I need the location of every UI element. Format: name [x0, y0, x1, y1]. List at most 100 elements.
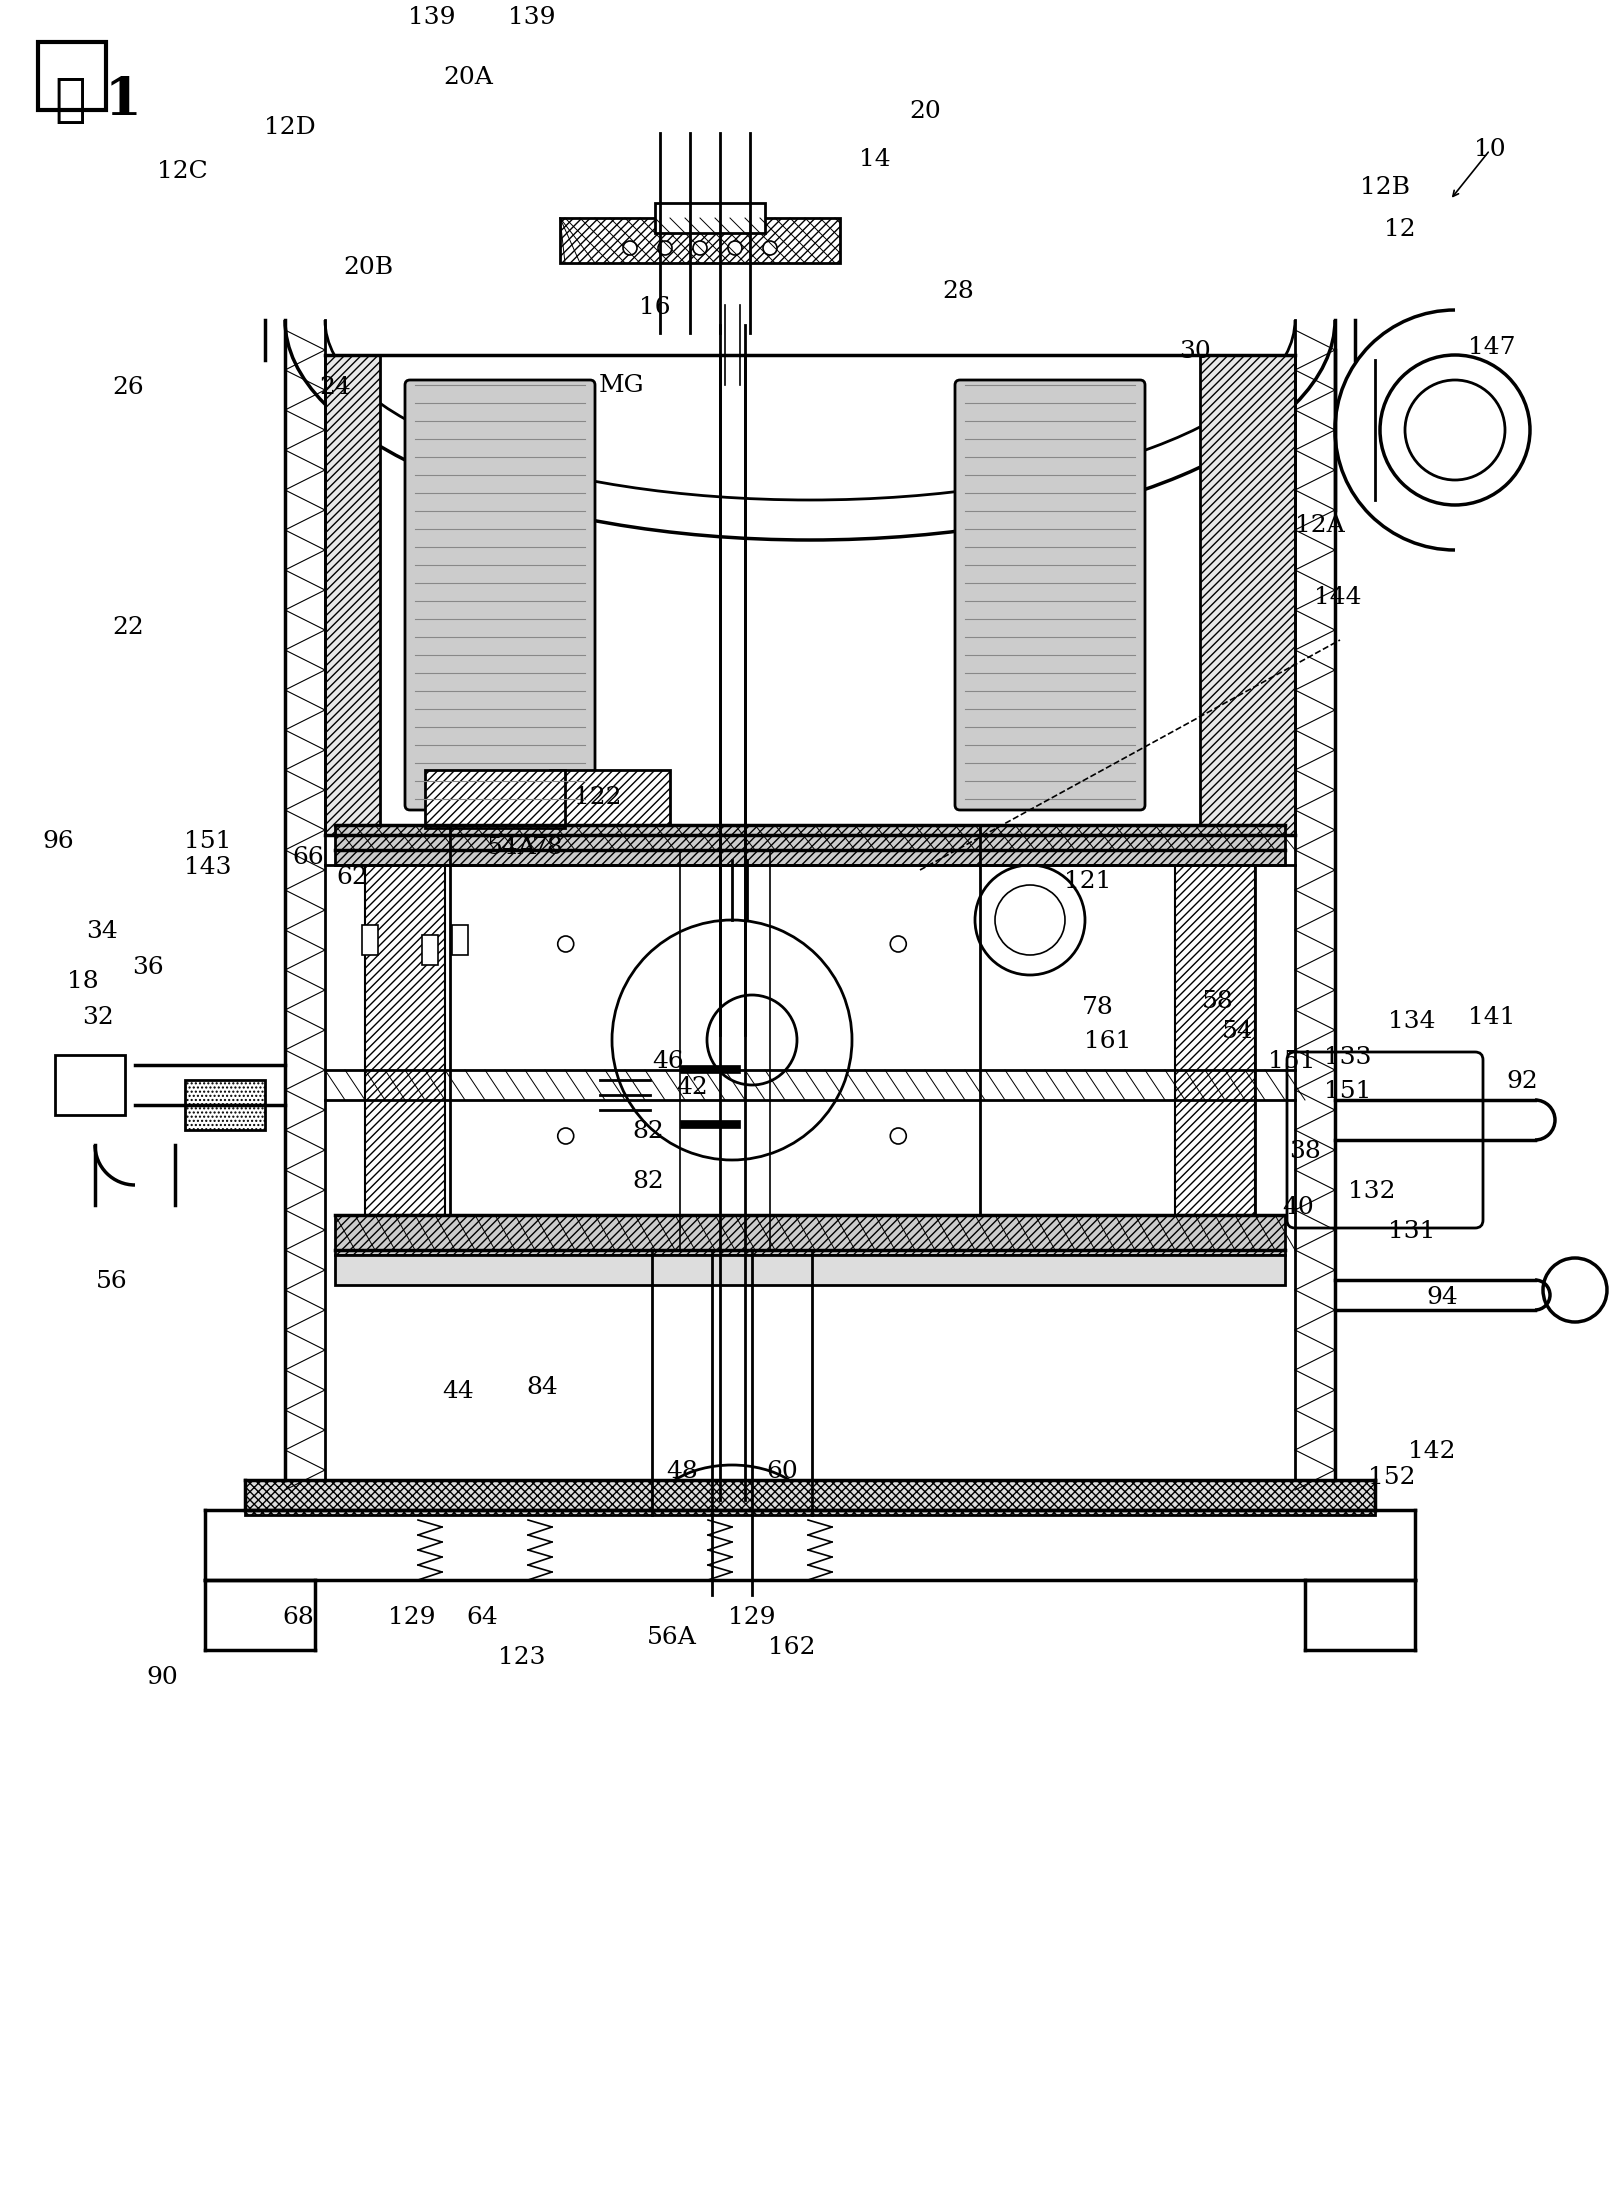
Text: 14: 14 — [859, 149, 891, 171]
Text: 84: 84 — [526, 1376, 557, 1400]
Text: 26: 26 — [111, 377, 144, 399]
Bar — [550, 770, 670, 825]
Bar — [679, 1119, 739, 1128]
Text: 54: 54 — [1222, 1020, 1252, 1044]
Text: 161: 161 — [1083, 1031, 1131, 1053]
Text: 64: 64 — [466, 1606, 497, 1630]
Text: 144: 144 — [1314, 586, 1361, 610]
Circle shape — [889, 1128, 905, 1143]
Bar — [452, 926, 468, 954]
Text: 30: 30 — [1178, 340, 1210, 364]
Circle shape — [723, 1224, 739, 1240]
Text: 54A: 54A — [487, 836, 536, 860]
Text: 90: 90 — [145, 1667, 178, 1689]
Text: 78: 78 — [1081, 996, 1114, 1020]
Text: 46: 46 — [652, 1051, 683, 1073]
Bar — [365, 864, 1254, 1215]
Text: 16: 16 — [639, 296, 670, 320]
Text: 129: 129 — [728, 1606, 775, 1630]
Text: 28: 28 — [941, 281, 973, 303]
Text: 62: 62 — [336, 867, 368, 889]
Bar — [1175, 864, 1254, 1215]
Text: 56A: 56A — [647, 1626, 697, 1650]
Text: 151: 151 — [184, 832, 231, 853]
Bar — [679, 1064, 739, 1073]
Text: 38: 38 — [1288, 1141, 1320, 1163]
Circle shape — [723, 840, 739, 856]
Bar — [334, 1255, 1285, 1286]
Text: 141: 141 — [1467, 1007, 1516, 1029]
Text: 44: 44 — [442, 1380, 473, 1404]
Circle shape — [889, 937, 905, 952]
Circle shape — [557, 937, 573, 952]
Text: 58: 58 — [1201, 989, 1233, 1014]
Bar — [1199, 355, 1294, 836]
Text: 143: 143 — [184, 856, 231, 880]
Circle shape — [762, 241, 776, 255]
Text: 12A: 12A — [1294, 513, 1344, 538]
Text: 36: 36 — [132, 957, 163, 979]
Text: 68: 68 — [282, 1606, 313, 1630]
Text: 94: 94 — [1425, 1286, 1457, 1310]
Text: 151: 151 — [1267, 1051, 1315, 1073]
Text: 152: 152 — [1367, 1466, 1415, 1490]
Text: 32: 32 — [82, 1007, 115, 1029]
Text: 图 1: 图 1 — [55, 75, 142, 125]
Bar — [424, 770, 565, 827]
Text: 132: 132 — [1348, 1180, 1394, 1205]
Text: 78: 78 — [531, 836, 563, 860]
Text: 66: 66 — [292, 847, 324, 869]
FancyBboxPatch shape — [405, 380, 594, 810]
Text: 20: 20 — [909, 101, 941, 123]
Text: 40: 40 — [1282, 1196, 1314, 1220]
Text: 20A: 20A — [442, 66, 492, 90]
Text: 22: 22 — [111, 617, 144, 638]
Bar — [655, 204, 765, 233]
Text: 48: 48 — [665, 1461, 697, 1483]
Text: 42: 42 — [676, 1077, 707, 1099]
Text: 96: 96 — [42, 832, 74, 853]
Circle shape — [692, 241, 707, 255]
Circle shape — [728, 241, 741, 255]
Bar — [186, 1079, 265, 1130]
Bar — [334, 825, 1285, 864]
Text: 12D: 12D — [265, 116, 316, 140]
Text: 134: 134 — [1388, 1011, 1435, 1033]
Circle shape — [623, 241, 636, 255]
Bar — [365, 864, 445, 1215]
FancyBboxPatch shape — [1286, 1051, 1482, 1229]
Text: 151: 151 — [1323, 1079, 1370, 1104]
Text: 82: 82 — [631, 1121, 663, 1143]
Bar — [55, 1055, 124, 1115]
Text: 12: 12 — [1383, 219, 1415, 241]
Text: 121: 121 — [1064, 871, 1110, 893]
FancyBboxPatch shape — [954, 380, 1144, 810]
Text: MG: MG — [599, 375, 644, 397]
Text: 18: 18 — [68, 970, 98, 994]
Bar — [421, 935, 437, 965]
Bar — [245, 1481, 1374, 1516]
Bar — [560, 217, 839, 263]
Text: 162: 162 — [768, 1637, 815, 1659]
Bar — [362, 926, 378, 954]
Text: 82: 82 — [631, 1172, 663, 1194]
Text: 92: 92 — [1506, 1071, 1537, 1093]
Bar — [39, 42, 107, 110]
Text: 34: 34 — [86, 921, 118, 943]
Text: 12C: 12C — [157, 160, 207, 184]
Text: 147: 147 — [1467, 336, 1516, 360]
Text: 122: 122 — [575, 785, 621, 810]
Text: 60: 60 — [765, 1461, 797, 1483]
Circle shape — [557, 1128, 573, 1143]
Circle shape — [657, 241, 671, 255]
Text: 20B: 20B — [342, 257, 392, 279]
Text: 129: 129 — [387, 1606, 436, 1630]
Text: 12B: 12B — [1359, 176, 1409, 200]
Text: 133: 133 — [1323, 1047, 1370, 1068]
Bar — [324, 355, 379, 836]
Text: 139: 139 — [508, 7, 555, 29]
Bar — [334, 1215, 1285, 1255]
Text: 10: 10 — [1474, 138, 1504, 162]
Text: 131: 131 — [1388, 1220, 1435, 1244]
Text: 123: 123 — [499, 1646, 546, 1670]
